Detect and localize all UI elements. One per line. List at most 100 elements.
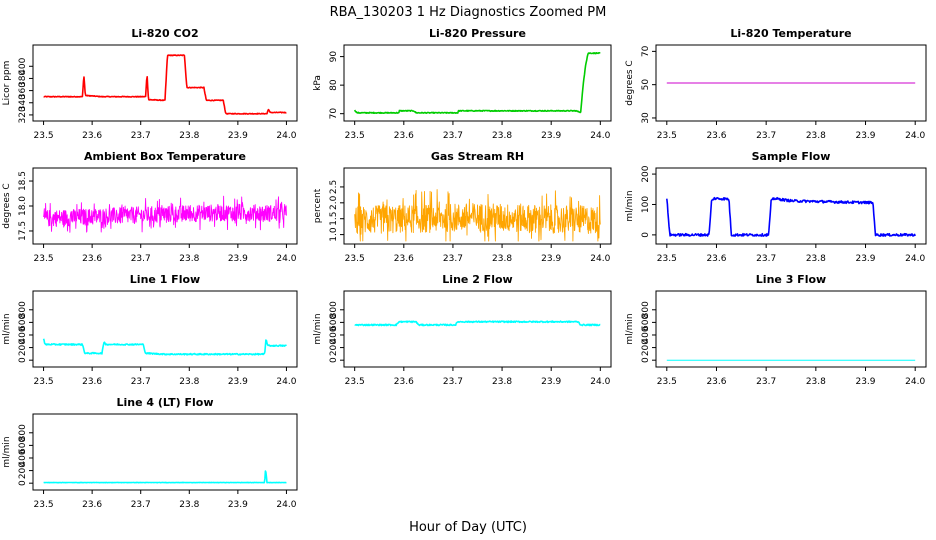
y-tick-label: 200: [18, 339, 28, 356]
plot-frame: [343, 167, 612, 245]
x-tick-label: 23.9: [855, 131, 875, 141]
x-tick-label: 23.5: [657, 131, 677, 141]
panel-title: Line 3 Flow: [756, 273, 826, 286]
x-tick-label: 24.0: [905, 377, 925, 387]
x-tick-label: 23.5: [34, 500, 54, 510]
y-tick-label: 0: [641, 232, 651, 238]
x-tick-label: 23.8: [492, 131, 512, 141]
x-tick-label: 23.8: [492, 377, 512, 387]
panel-title: Li-820 CO2: [131, 27, 198, 40]
panel-line3: Line 3 Flow ml/min 23.5 23.6 23.7 23.8 23.9 24.…: [625, 273, 927, 387]
x-tick-label: 23.6: [394, 377, 414, 387]
x-tick-label: 23.9: [228, 254, 248, 264]
y-axis-label: ml/min: [625, 190, 635, 221]
y-tick-label: 70: [329, 108, 339, 120]
y-tick-label: 400: [18, 57, 28, 74]
y-tick-label: 400: [641, 326, 651, 343]
x-tick-label: 23.7: [131, 377, 151, 387]
y-axis-label: ml/min: [625, 313, 635, 344]
plot-frame: [32, 290, 298, 368]
x-tick-label: 23.7: [443, 254, 463, 264]
panel-temp: Li-820 Temperature degrees C 23.5 23.6 23.7 2…: [625, 27, 927, 141]
y-tick-label: 18.0: [18, 196, 28, 216]
y-tick-label: 800: [641, 301, 651, 318]
y-tick-label: 200: [641, 339, 651, 356]
panel-line2: Line 2 Flow ml/min 23.5 23.6 23.7 23.8 23.9 24.…: [313, 273, 612, 387]
x-tick-label: 24.0: [276, 131, 296, 141]
x-tick-label: 23.7: [131, 254, 151, 264]
plot-frame: [32, 167, 298, 245]
x-tick-label: 23.7: [756, 377, 776, 387]
x-tick-label: 24.0: [276, 500, 296, 510]
series-line-sample: [666, 196, 916, 237]
x-tick-label: 23.8: [179, 500, 199, 510]
y-tick-label: 0: [641, 357, 651, 363]
x-tick-label: 24.0: [590, 377, 610, 387]
panel-title: Li-820 Temperature: [730, 27, 851, 40]
series-line-line4: [43, 470, 287, 484]
y-axis-label: kPa: [313, 75, 323, 91]
y-tick-label: 0: [329, 357, 339, 363]
x-tick-label: 23.6: [706, 254, 726, 264]
y-tick-label: 600: [329, 314, 339, 331]
x-tick-label: 23.9: [855, 254, 875, 264]
x-tick-label: 23.9: [855, 377, 875, 387]
x-tick-label: 23.8: [806, 131, 826, 141]
plot-frame: [655, 44, 927, 122]
x-tick-label: 23.8: [179, 377, 199, 387]
x-tick-label: 23.7: [131, 131, 151, 141]
y-tick-label: 200: [329, 339, 339, 356]
x-tick-label: 23.9: [541, 131, 561, 141]
panel-title: Ambient Box Temperature: [84, 150, 246, 163]
x-tick-label: 24.0: [276, 377, 296, 387]
panel-line1: Line 1 Flow ml/min 23.5 23.6 23.7 23.8 23.9 24.…: [2, 273, 298, 387]
y-tick-label: 2.5: [329, 180, 339, 194]
panel-title: Line 4 (LT) Flow: [117, 396, 214, 409]
x-tick-label: 23.9: [541, 254, 561, 264]
panel-line4: Line 4 (LT) Flow ml/min 23.5 23.6 23.7 23.8 23…: [2, 396, 298, 510]
panel-rh: Gas Stream RH percent 23.5 23.6 23.7 23.8 23.9…: [313, 150, 612, 264]
y-tick-label: 18.5: [18, 171, 28, 191]
y-axis-label: degrees C: [2, 183, 12, 228]
y-tick-label: 800: [329, 301, 339, 318]
x-tick-label: 23.6: [394, 254, 414, 264]
x-tick-label: 23.9: [228, 131, 248, 141]
y-tick-label: 0: [18, 357, 28, 363]
panel-title: Sample Flow: [752, 150, 831, 163]
y-axis-label: ml/min: [2, 313, 12, 344]
x-tick-label: 23.5: [345, 254, 365, 264]
y-tick-label: 17.5: [18, 221, 28, 241]
y-tick-label: 380: [18, 70, 28, 87]
x-tick-label: 23.7: [443, 131, 463, 141]
x-tick-label: 24.0: [590, 131, 610, 141]
plot-frame: [655, 290, 927, 368]
panel-boxtemp: Ambient Box Temperature degrees C 23.5 23.6…: [2, 150, 298, 264]
x-tick-label: 23.5: [345, 377, 365, 387]
x-tick-label: 23.5: [657, 254, 677, 264]
y-tick-label: 360: [18, 82, 28, 99]
panel-pressure: Li-820 Pressure kPa 23.5 23.6 23.7 23.8 23.9 24…: [313, 27, 612, 141]
x-tick-label: 23.5: [657, 377, 677, 387]
x-tick-label: 24.0: [276, 254, 296, 264]
y-tick-label: 50: [641, 79, 651, 91]
x-tick-label: 23.8: [806, 254, 826, 264]
y-tick-label: 2.0: [329, 195, 339, 210]
plot-frame: [343, 290, 612, 368]
x-tick-label: 24.0: [905, 131, 925, 141]
y-tick-label: 200: [641, 165, 651, 182]
x-tick-label: 23.7: [131, 500, 151, 510]
y-tick-label: 70: [641, 45, 651, 57]
x-tick-label: 23.8: [806, 377, 826, 387]
x-tick-label: 23.8: [492, 254, 512, 264]
plot-frame: [343, 44, 612, 122]
plot-frame: [32, 44, 298, 122]
x-tick-label: 23.7: [756, 131, 776, 141]
y-tick-label: 400: [18, 326, 28, 343]
x-tick-label: 23.5: [34, 131, 54, 141]
y-tick-label: 200: [18, 462, 28, 479]
series-line-rh: [354, 189, 601, 242]
x-tick-label: 23.9: [541, 377, 561, 387]
x-tick-label: 23.5: [345, 131, 365, 141]
y-axis-label: degrees C: [625, 60, 635, 105]
